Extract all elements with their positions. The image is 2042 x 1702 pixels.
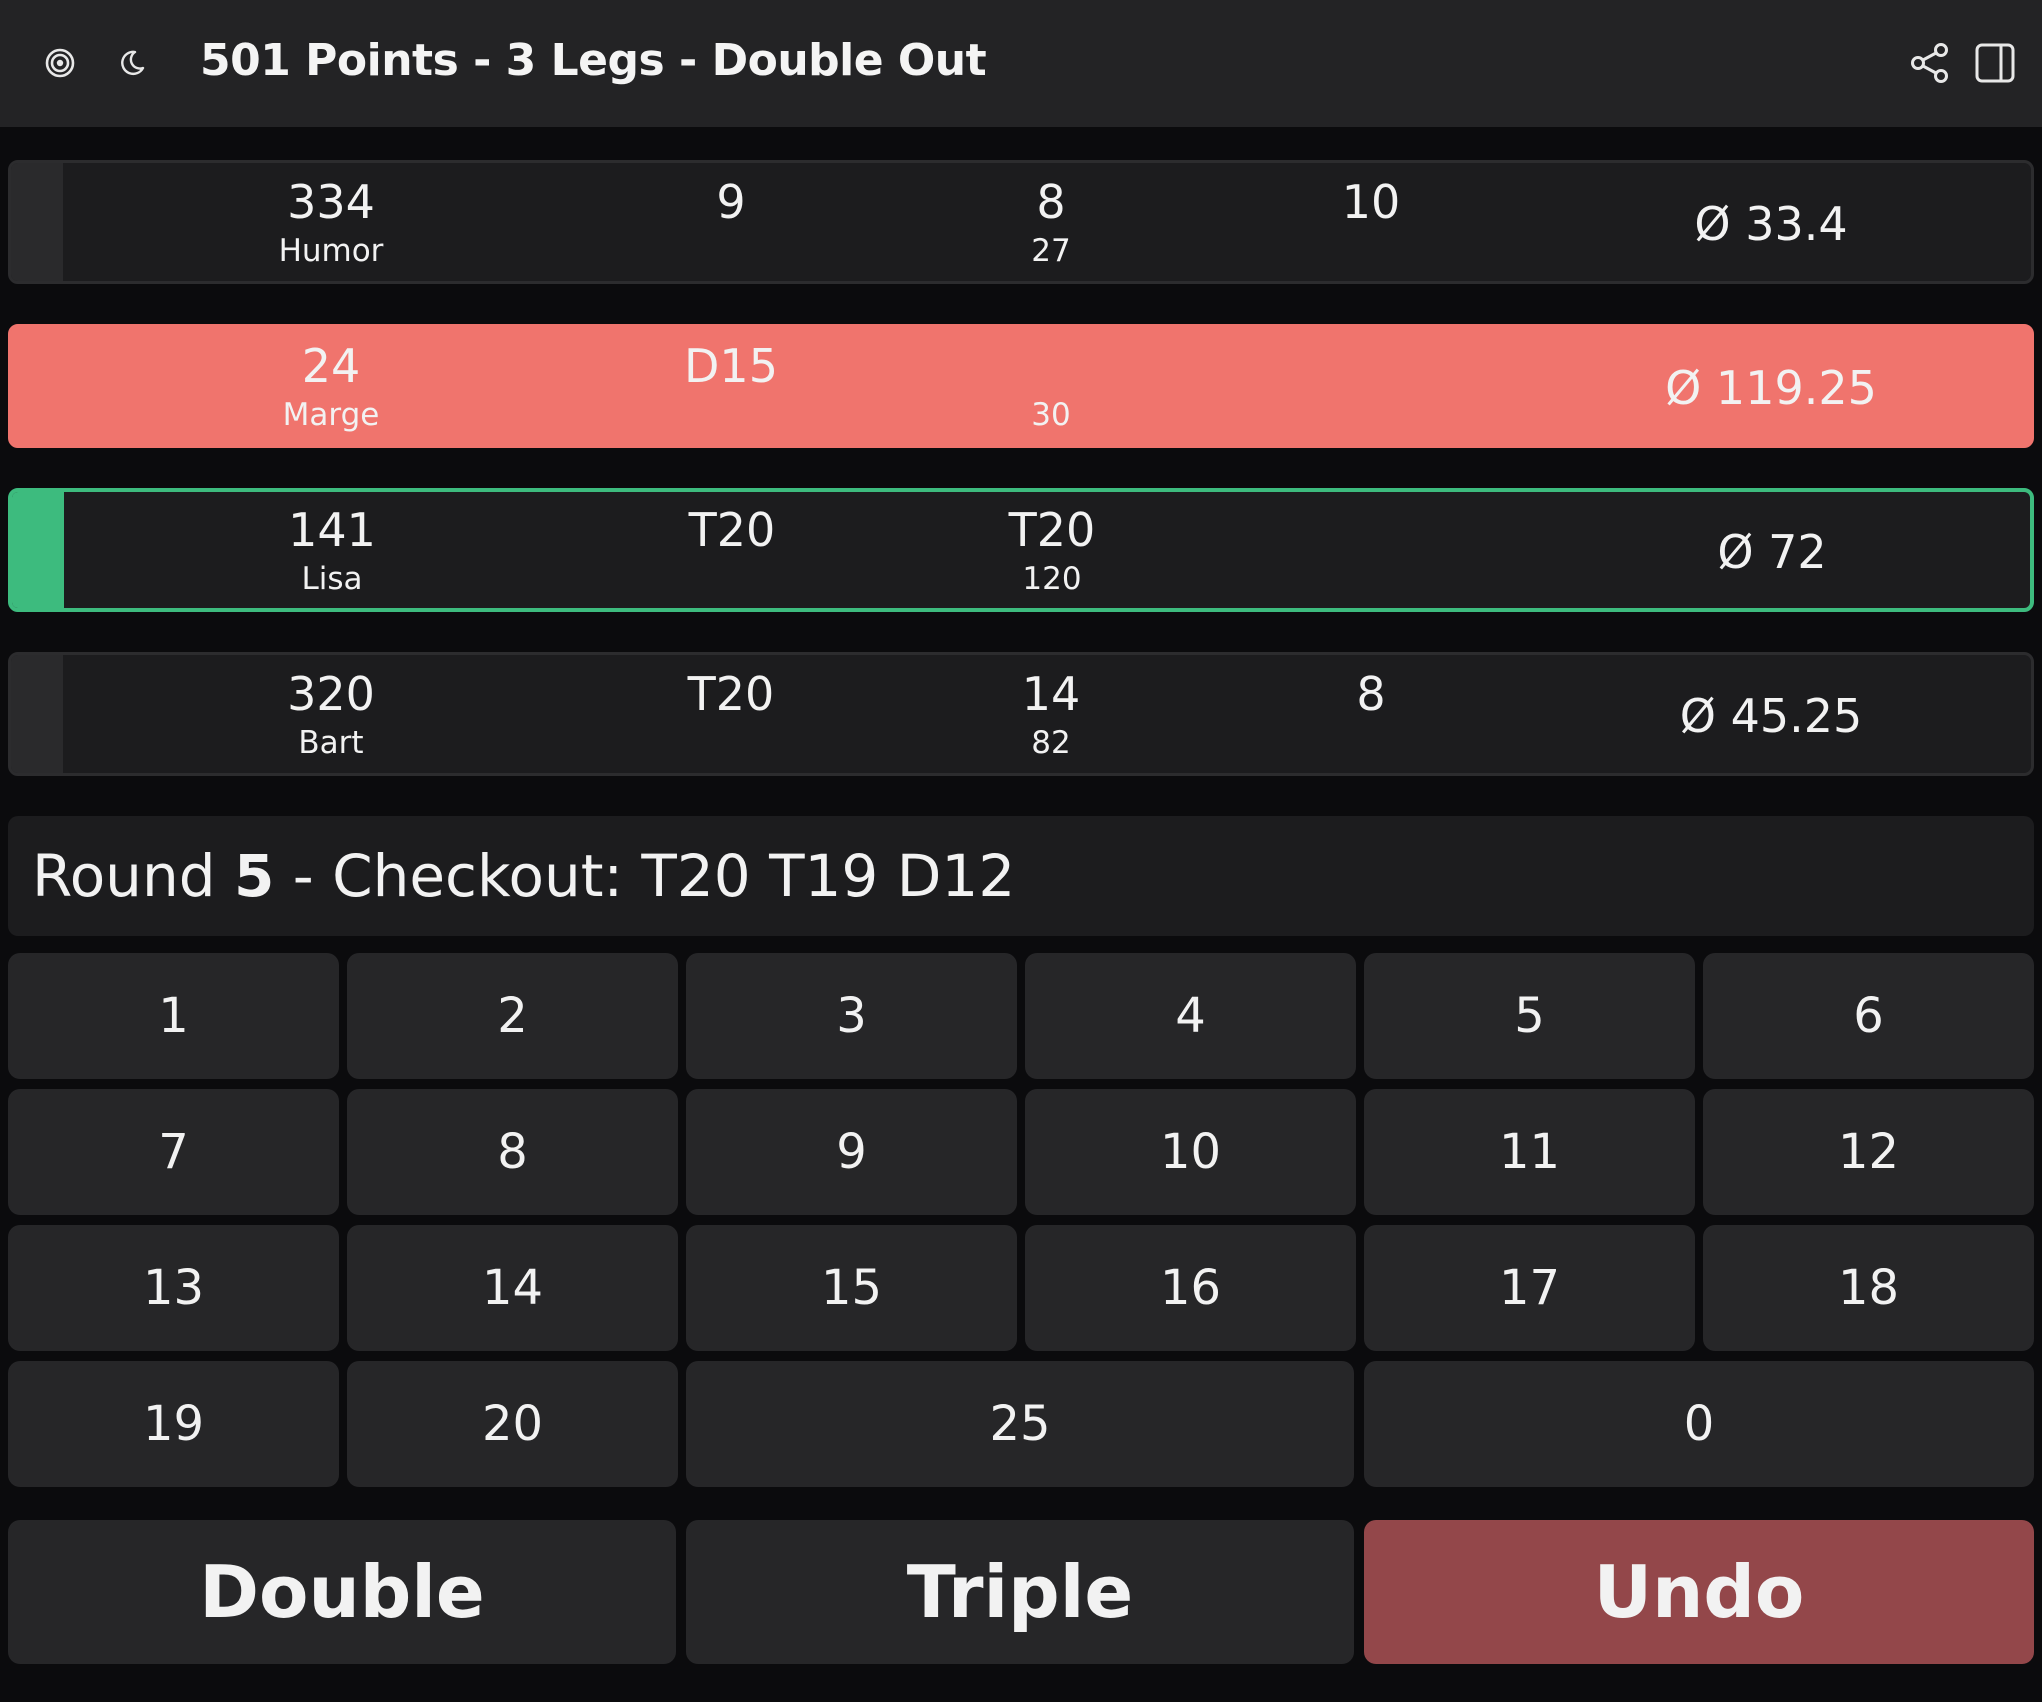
dart-1: 9 bbox=[531, 175, 931, 229]
undo-button[interactable]: Undo bbox=[1364, 1520, 2034, 1664]
key-4[interactable]: 4 bbox=[1025, 953, 1356, 1079]
checkout-hint: - Checkout: T20 T19 D12 bbox=[292, 842, 1016, 910]
key-5[interactable]: 5 bbox=[1364, 953, 1695, 1079]
player-score: 334 bbox=[287, 175, 375, 229]
dart-2: 30 bbox=[851, 339, 1251, 435]
round-total: 120 bbox=[1022, 561, 1082, 597]
key-14[interactable]: 14 bbox=[347, 1225, 678, 1351]
player-name: Marge bbox=[282, 397, 380, 433]
key-25[interactable]: 25 bbox=[686, 1361, 1354, 1487]
target-icon[interactable] bbox=[31, 34, 89, 92]
moon-icon[interactable] bbox=[103, 34, 161, 92]
key-17[interactable]: 17 bbox=[1364, 1225, 1695, 1351]
player-name: Lisa bbox=[301, 561, 363, 597]
double-button[interactable]: Double bbox=[8, 1520, 676, 1664]
dart-1: T20 bbox=[531, 667, 931, 721]
dart-1-value: T20 bbox=[687, 667, 775, 721]
share-icon[interactable] bbox=[1901, 34, 1959, 92]
dart-1-value: T20 bbox=[688, 503, 776, 557]
player-card-humor[interactable]: 334 Humor 9 8 27 10 Ø 33.4 bbox=[8, 160, 2034, 284]
player-card-marge[interactable]: 24 Marge D15 30 Ø 119.25 bbox=[8, 324, 2034, 448]
round-total: 30 bbox=[1031, 397, 1071, 433]
page-title: 501 Points - 3 Legs - Double Out bbox=[200, 35, 987, 86]
dart-2: T20 120 bbox=[852, 503, 1252, 599]
key-13[interactable]: 13 bbox=[8, 1225, 339, 1351]
sidebar-icon[interactable] bbox=[1966, 34, 2024, 92]
key-19[interactable]: 19 bbox=[8, 1361, 339, 1487]
player-card-bart[interactable]: 320 Bart T20 14 82 8 Ø 45.25 bbox=[8, 652, 2034, 776]
dart-1-value: 9 bbox=[716, 175, 746, 229]
key-3[interactable]: 3 bbox=[686, 953, 1017, 1079]
round-label: Round bbox=[32, 842, 216, 910]
round-total: 82 bbox=[1031, 725, 1071, 761]
player-average: Ø 45.25 bbox=[1679, 689, 1863, 743]
key-9[interactable]: 9 bbox=[686, 1089, 1017, 1215]
dart-2: 8 27 bbox=[851, 175, 1251, 271]
player-name: Bart bbox=[298, 725, 364, 761]
app-header: 501 Points - 3 Legs - Double Out bbox=[0, 0, 2042, 127]
player-score: 24 bbox=[301, 339, 361, 393]
key-18[interactable]: 18 bbox=[1703, 1225, 2034, 1351]
player-indicator bbox=[11, 655, 63, 773]
player-average: Ø 72 bbox=[1717, 525, 1827, 579]
player-card-lisa[interactable]: 141 Lisa T20 T20 120 Ø 72 bbox=[8, 488, 2034, 612]
key-15[interactable]: 15 bbox=[686, 1225, 1017, 1351]
dart-2-value: T20 bbox=[1008, 503, 1096, 557]
dart-3: 10 bbox=[1171, 175, 1571, 229]
player-indicator bbox=[11, 163, 63, 281]
round-total: 27 bbox=[1031, 233, 1071, 269]
key-8[interactable]: 8 bbox=[347, 1089, 678, 1215]
player-indicator bbox=[11, 327, 63, 445]
active-player-indicator bbox=[12, 492, 64, 608]
key-0[interactable]: 0 bbox=[1364, 1361, 2034, 1487]
player-score-block: 320 Bart bbox=[131, 667, 531, 763]
dart-3-value: 10 bbox=[1341, 175, 1401, 229]
key-6[interactable]: 6 bbox=[1703, 953, 2034, 1079]
dart-1-value: D15 bbox=[684, 339, 778, 393]
dart-3-value: 8 bbox=[1356, 667, 1386, 721]
round-number: 5 bbox=[233, 842, 275, 910]
key-7[interactable]: 7 bbox=[8, 1089, 339, 1215]
key-16[interactable]: 16 bbox=[1025, 1225, 1356, 1351]
dart-3: 8 bbox=[1171, 667, 1571, 721]
key-11[interactable]: 11 bbox=[1364, 1089, 1695, 1215]
dart-2: 14 82 bbox=[851, 667, 1251, 763]
dart-1: D15 bbox=[531, 339, 931, 393]
dart-1: T20 bbox=[532, 503, 932, 557]
player-average: Ø 119.25 bbox=[1665, 361, 1877, 415]
player-score: 320 bbox=[287, 667, 375, 721]
player-score-block: 24 Marge bbox=[131, 339, 531, 435]
dart-2-value: 14 bbox=[1021, 667, 1081, 721]
dart-2-value: 8 bbox=[1036, 175, 1066, 229]
key-2[interactable]: 2 bbox=[347, 953, 678, 1079]
player-name: Humor bbox=[278, 233, 384, 269]
key-10[interactable]: 10 bbox=[1025, 1089, 1356, 1215]
triple-button[interactable]: Triple bbox=[686, 1520, 1354, 1664]
round-checkout-bar: Round 5 - Checkout: T20 T19 D12 bbox=[8, 816, 2034, 936]
key-20[interactable]: 20 bbox=[347, 1361, 678, 1487]
key-1[interactable]: 1 bbox=[8, 953, 339, 1079]
dart-2-value bbox=[851, 339, 1251, 393]
player-score-block: 334 Humor bbox=[131, 175, 531, 271]
key-12[interactable]: 12 bbox=[1703, 1089, 2034, 1215]
player-average: Ø 33.4 bbox=[1694, 197, 1848, 251]
player-score: 141 bbox=[288, 503, 376, 557]
player-score-block: 141 Lisa bbox=[132, 503, 532, 599]
